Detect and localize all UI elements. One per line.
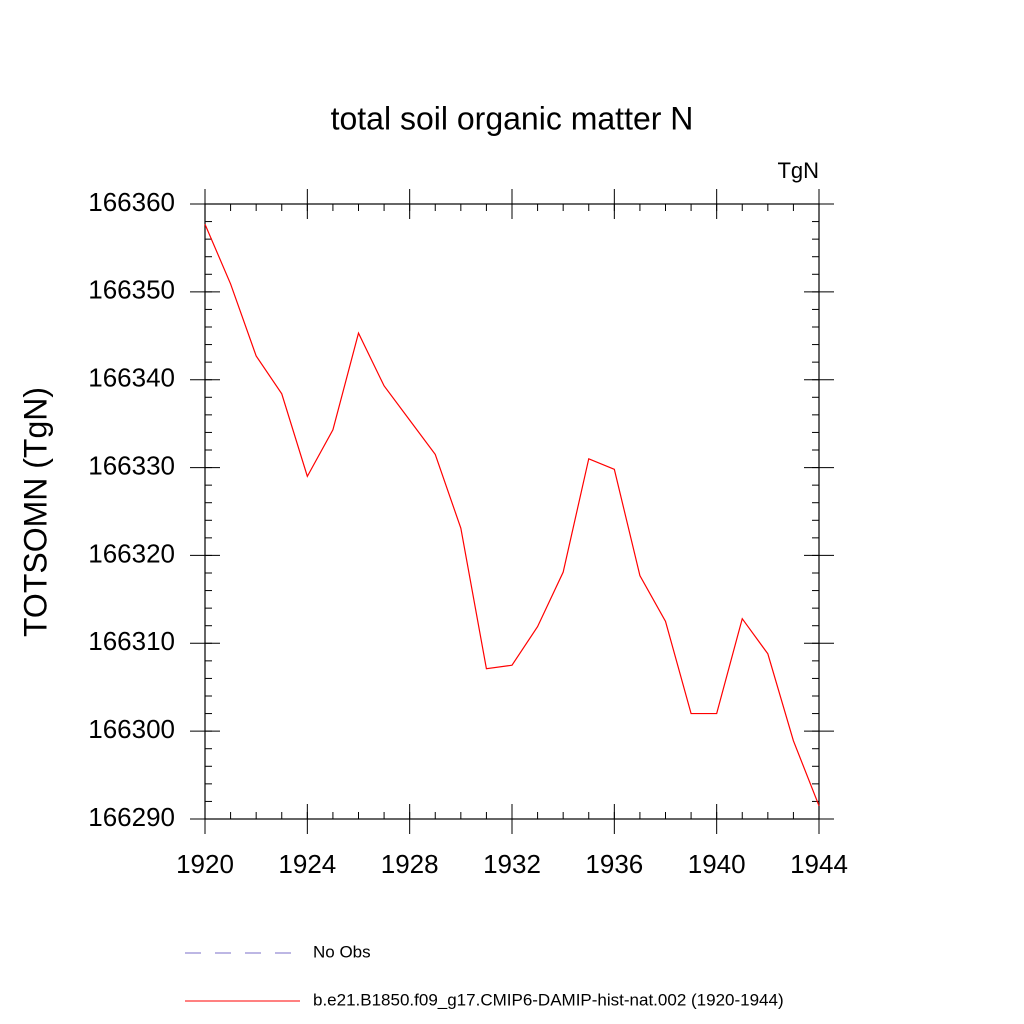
- y-tick-label: 166350: [88, 275, 175, 305]
- x-tick-label: 1940: [688, 849, 746, 879]
- legend-label: No Obs: [313, 942, 371, 961]
- x-tick-label: 1944: [790, 849, 848, 879]
- y-axis-label: TOTSOMN (TgN): [17, 387, 53, 637]
- y-tick-label: 166340: [88, 363, 175, 393]
- units-label: TgN: [777, 158, 819, 183]
- x-tick-label: 1928: [381, 849, 439, 879]
- legend-label: b.e21.B1850.f09_g17.CMIP6-DAMIP-hist-nat…: [313, 990, 784, 1009]
- y-tick-label: 166360: [88, 187, 175, 217]
- y-tick-label: 166320: [88, 538, 175, 568]
- plot-frame: [204, 203, 820, 820]
- data-line: [204, 223, 820, 807]
- chart-title: total soil organic matter N: [331, 100, 694, 136]
- x-tick-label: 1924: [278, 849, 336, 879]
- y-tick-label: 166310: [88, 626, 175, 656]
- y-tick-label: 166290: [88, 802, 175, 832]
- x-tick-label: 1920: [176, 849, 234, 879]
- x-tick-label: 1932: [483, 849, 541, 879]
- x-tick-label: 1936: [585, 849, 643, 879]
- y-tick-label: 166300: [88, 714, 175, 744]
- y-tick-label: 166330: [88, 450, 175, 480]
